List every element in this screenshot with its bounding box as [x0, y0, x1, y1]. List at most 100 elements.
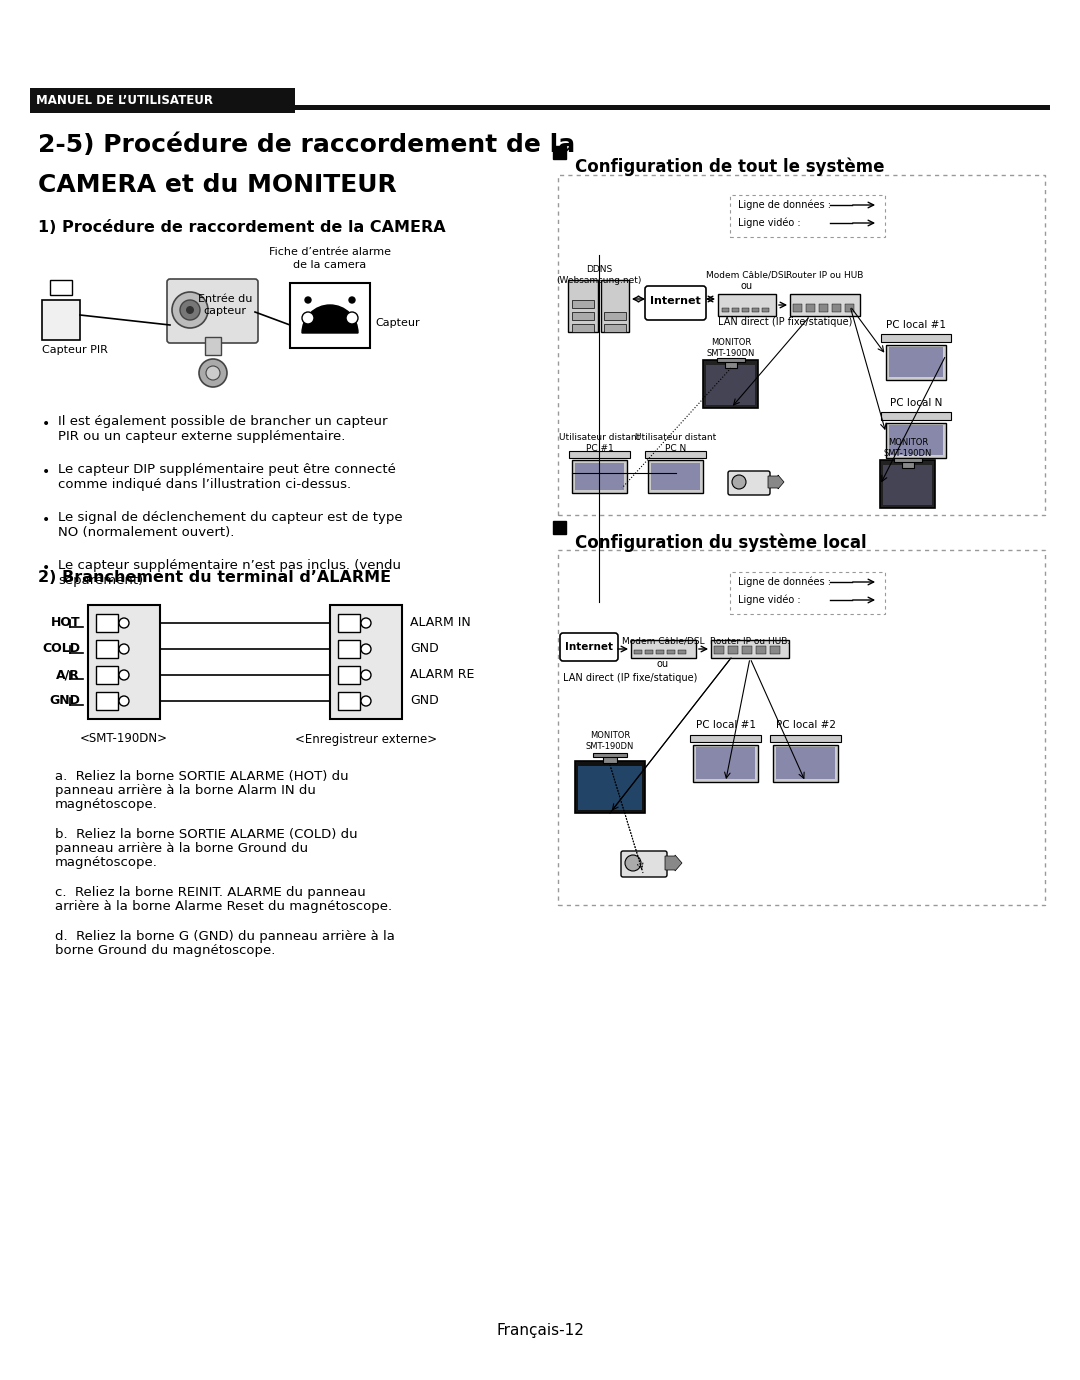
- Circle shape: [119, 671, 129, 680]
- Text: NO (normalement ouvert).: NO (normalement ouvert).: [58, 526, 234, 540]
- Text: séparément): séparément): [58, 574, 144, 586]
- Text: HOT: HOT: [51, 617, 80, 629]
- Bar: [572, 324, 594, 333]
- Bar: [789, 294, 860, 316]
- Bar: [578, 766, 642, 810]
- Text: magnétoscope.: magnétoscope.: [55, 798, 158, 811]
- Bar: [575, 760, 645, 813]
- FancyArrow shape: [665, 856, 681, 871]
- Bar: [96, 667, 118, 684]
- Text: A/R: A/R: [56, 668, 80, 682]
- Circle shape: [625, 856, 642, 871]
- Text: MONITOR
SMT-190DN: MONITOR SMT-190DN: [585, 731, 634, 751]
- Bar: [604, 324, 626, 333]
- Text: Utilisateur distant
PC #1: Utilisateur distant PC #1: [559, 433, 640, 453]
- Circle shape: [346, 312, 357, 324]
- Text: MANUEL DE L’UTILISATEUR: MANUEL DE L’UTILISATEUR: [36, 94, 213, 108]
- Bar: [806, 304, 815, 312]
- Bar: [696, 747, 755, 778]
- Text: magnétoscope.: magnétoscope.: [55, 856, 158, 869]
- Text: •: •: [42, 417, 50, 431]
- Bar: [575, 464, 624, 490]
- Text: PC local N: PC local N: [890, 397, 942, 408]
- Bar: [667, 650, 675, 654]
- Bar: [883, 465, 932, 505]
- Bar: [338, 691, 360, 709]
- Bar: [690, 736, 761, 742]
- Text: panneau arrière à la borne Alarm IN du: panneau arrière à la borne Alarm IN du: [55, 784, 315, 798]
- Bar: [889, 346, 943, 377]
- Bar: [96, 614, 118, 632]
- Text: MONITOR
SMT-190DN: MONITOR SMT-190DN: [883, 439, 932, 458]
- Text: DDNS
(Websamsung.net): DDNS (Websamsung.net): [556, 265, 642, 284]
- Text: Modem Câble/DSL: Modem Câble/DSL: [622, 636, 704, 646]
- Bar: [886, 345, 946, 380]
- Text: Ligne de données :: Ligne de données :: [738, 200, 831, 210]
- Bar: [648, 460, 703, 493]
- Bar: [732, 308, 739, 312]
- Bar: [42, 299, 80, 339]
- Text: •: •: [42, 513, 50, 527]
- Text: Modem Câble/DSL: Modem Câble/DSL: [705, 270, 788, 280]
- Circle shape: [206, 366, 220, 380]
- Bar: [572, 460, 627, 493]
- Circle shape: [199, 359, 227, 386]
- Text: <SMT-190DN>: <SMT-190DN>: [80, 733, 168, 745]
- Circle shape: [119, 696, 129, 707]
- Bar: [572, 312, 594, 320]
- Bar: [703, 360, 758, 408]
- Text: Le signal de déclenchement du capteur est de type: Le signal de déclenchement du capteur es…: [58, 511, 403, 524]
- Text: a.  Reliez la borne SORTIE ALARME (HOT) du: a. Reliez la borne SORTIE ALARME (HOT) d…: [55, 770, 349, 782]
- Bar: [770, 646, 780, 654]
- Text: Internet: Internet: [650, 295, 700, 306]
- Text: Ligne vidéo :: Ligne vidéo :: [738, 595, 800, 606]
- Text: borne Ground du magnétoscope.: borne Ground du magnétoscope.: [55, 944, 275, 956]
- Bar: [569, 451, 630, 458]
- Text: Fiche d’entrée alarme: Fiche d’entrée alarme: [269, 247, 391, 257]
- Bar: [717, 357, 745, 362]
- Bar: [881, 413, 951, 420]
- Bar: [604, 312, 626, 320]
- Bar: [558, 175, 1045, 515]
- Text: Entrée du
capteur: Entrée du capteur: [198, 294, 253, 316]
- Bar: [793, 304, 802, 312]
- Text: PC local #1: PC local #1: [696, 720, 756, 730]
- Text: 2) Branchement du terminal d’ALARME: 2) Branchement du terminal d’ALARME: [38, 570, 391, 585]
- Circle shape: [302, 312, 314, 324]
- Text: PC local #1: PC local #1: [886, 320, 946, 330]
- Bar: [752, 308, 759, 312]
- Bar: [886, 424, 946, 458]
- Text: ALARM RE: ALARM RE: [410, 668, 474, 682]
- Text: GND: GND: [49, 694, 80, 708]
- Text: Capteur PIR: Capteur PIR: [42, 345, 108, 355]
- Bar: [889, 425, 943, 455]
- Circle shape: [361, 696, 372, 707]
- FancyBboxPatch shape: [167, 279, 258, 344]
- Bar: [553, 522, 566, 534]
- Bar: [30, 88, 295, 113]
- Bar: [706, 364, 755, 404]
- Circle shape: [361, 644, 372, 654]
- Bar: [881, 334, 951, 342]
- Text: 1) Procédure de raccordement de la CAMERA: 1) Procédure de raccordement de la CAMER…: [38, 221, 446, 236]
- Text: LAN direct (IP fixe/statique): LAN direct (IP fixe/statique): [563, 673, 698, 683]
- Text: ALARM IN: ALARM IN: [410, 617, 471, 629]
- Text: •: •: [42, 562, 50, 575]
- Text: Ligne vidéo :: Ligne vidéo :: [738, 218, 800, 228]
- Bar: [880, 460, 935, 508]
- Bar: [291, 283, 370, 348]
- Bar: [645, 650, 653, 654]
- Text: Router IP ou HUB: Router IP ou HUB: [786, 270, 864, 280]
- Bar: [742, 646, 752, 654]
- Bar: [711, 640, 789, 658]
- Bar: [96, 640, 118, 658]
- Text: Configuration du système local: Configuration du système local: [575, 533, 866, 552]
- Circle shape: [119, 618, 129, 628]
- Bar: [728, 646, 738, 654]
- Bar: [651, 464, 700, 490]
- Text: b.  Reliez la borne SORTIE ALARME (COLD) du: b. Reliez la borne SORTIE ALARME (COLD) …: [55, 828, 357, 840]
- Bar: [902, 460, 914, 468]
- Circle shape: [180, 299, 200, 320]
- Bar: [656, 650, 664, 654]
- Bar: [723, 308, 729, 312]
